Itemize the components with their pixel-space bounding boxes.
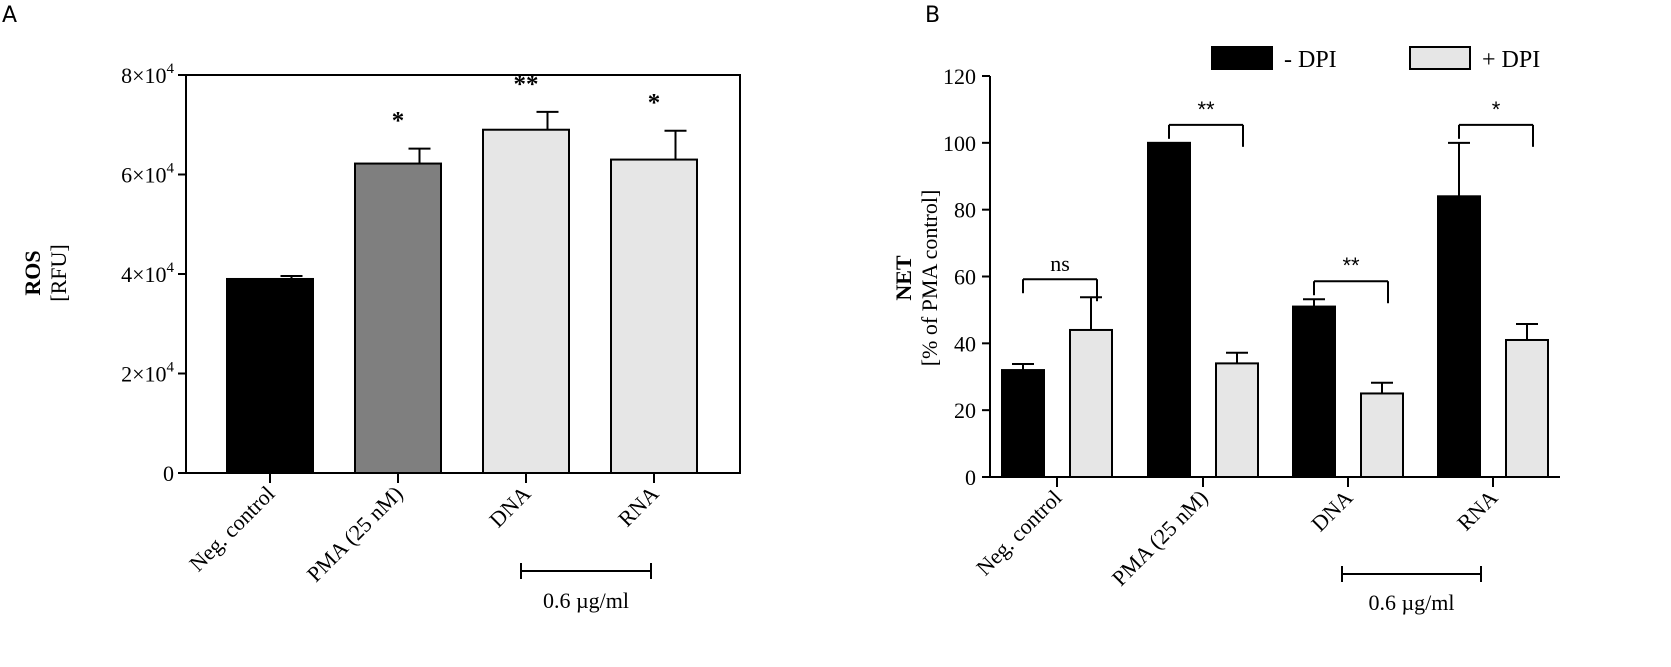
y-tick-label: 4×104 xyxy=(121,260,174,287)
y-tick-label: 8×104 xyxy=(121,61,174,88)
y-axis-label: ROS[RFU] xyxy=(20,244,71,301)
legend-swatch xyxy=(1409,46,1471,70)
x-tick-label: PMA (25 nM) xyxy=(302,481,408,587)
y-tick-label: 6×104 xyxy=(121,161,174,188)
bar xyxy=(482,128,570,474)
bar xyxy=(610,158,698,474)
comparison-label: ** xyxy=(1197,97,1215,122)
x-tick-label: RNA xyxy=(1452,485,1503,536)
y-tick-label: 120 xyxy=(943,64,976,89)
significance-label: ** xyxy=(514,71,539,98)
legend-label: - DPI xyxy=(1284,47,1337,73)
bar xyxy=(1292,305,1336,479)
bar xyxy=(1437,195,1481,479)
legend-swatch xyxy=(1211,46,1273,70)
bar xyxy=(1069,328,1113,479)
bar xyxy=(354,162,442,474)
x-tick-label: Neg. control xyxy=(184,481,279,576)
y-tick-label: 20 xyxy=(954,398,976,423)
legend-label: + DPI xyxy=(1482,47,1540,73)
y-tick-label: 40 xyxy=(954,331,976,356)
concentration-label: 0.6 µg/ml xyxy=(1368,590,1454,615)
bar xyxy=(1215,362,1259,478)
panel-label-b: B xyxy=(925,3,940,28)
comparison-label: ns xyxy=(1050,251,1070,276)
x-tick-label: RNA xyxy=(613,481,664,532)
x-tick-label: DNA xyxy=(484,481,535,532)
bar xyxy=(1505,338,1549,478)
comparison-label: ** xyxy=(1342,253,1360,278)
chart-ros: 0 2×104 4×104 6×104 8×104 Neg. control * PMA (2… xyxy=(20,61,741,613)
x-tick-label: PMA (25 nM) xyxy=(1107,485,1213,591)
y-tick-label: 0 xyxy=(163,461,174,486)
comparison-label: * xyxy=(1492,97,1501,122)
y-tick-label: 80 xyxy=(954,198,976,223)
concentration-label: 0.6 µg/ml xyxy=(543,588,629,613)
panel-label-a: A xyxy=(2,3,17,28)
significance-label: * xyxy=(392,108,405,135)
significance-label: * xyxy=(648,90,661,117)
x-tick-label: Neg. control xyxy=(971,485,1066,580)
x-tick-label: DNA xyxy=(1306,485,1357,536)
y-tick-label: 100 xyxy=(943,131,976,156)
bar xyxy=(226,277,314,474)
bar xyxy=(1001,369,1045,479)
y-tick-label: 0 xyxy=(965,465,976,490)
bar xyxy=(1360,392,1404,479)
y-axis-label: NET[% of PMA control] xyxy=(891,190,942,367)
chart-net: 0 20 40 60 80 100 120 Neg. control PMA (25 nM) DN… xyxy=(891,46,1560,615)
y-tick-label: 2×104 xyxy=(121,360,174,387)
y-tick-label: 60 xyxy=(954,265,976,290)
bar xyxy=(1147,141,1191,478)
